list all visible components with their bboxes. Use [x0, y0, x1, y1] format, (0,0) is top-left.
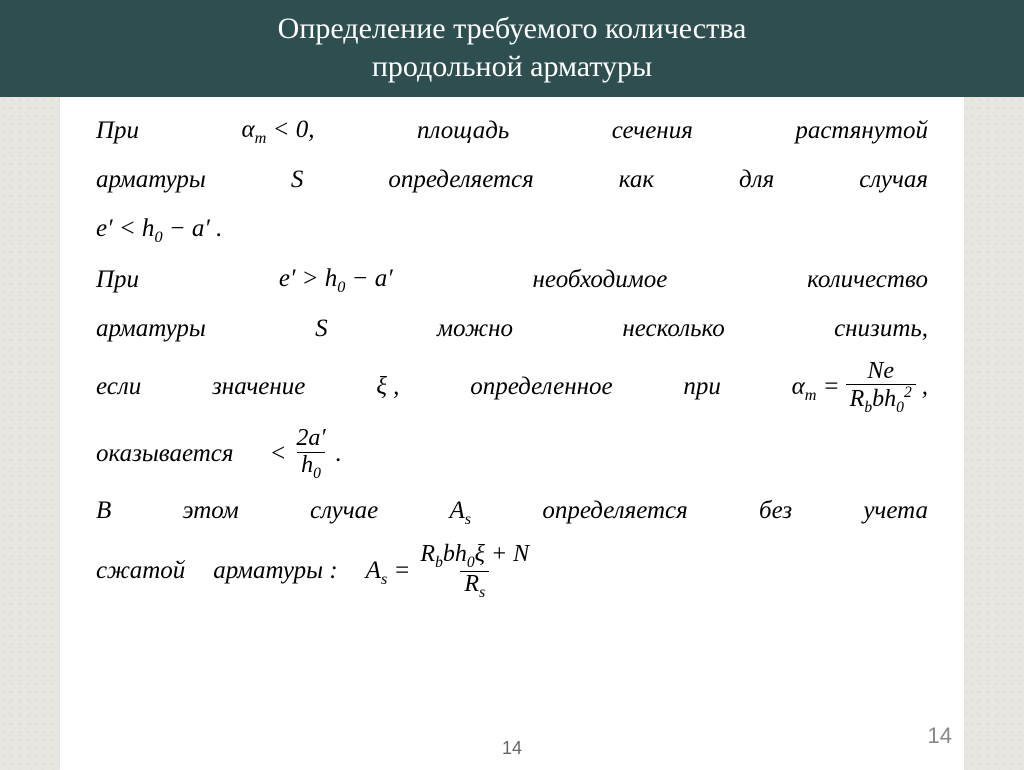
header-line-1: Определение требуемого количества	[278, 12, 747, 45]
word: При	[96, 112, 139, 151]
math-expr: e′ < h0 − a′ .	[96, 210, 222, 250]
word: S	[291, 161, 304, 200]
text-line: арматуры S можно несколько снизить,	[96, 310, 928, 349]
math-expr: As = Rbbh0ξ + N Rs	[366, 542, 533, 601]
page-number-center: 14	[502, 738, 522, 759]
word: для	[739, 161, 774, 200]
word: необходимое	[533, 261, 668, 300]
word: При	[96, 261, 139, 300]
word: определяется	[388, 161, 533, 200]
word: растянутой	[795, 112, 928, 151]
word: при	[683, 368, 721, 407]
math-expr: αm < 0,	[242, 111, 315, 151]
word: арматуры :	[213, 552, 337, 591]
word: количество	[807, 261, 928, 300]
math-expr: αm = Ne Rbbh02 ,	[792, 359, 928, 416]
slide-content: При αm < 0, площадь сечения растянутой а…	[60, 97, 964, 770]
fraction: Ne Rbbh02	[846, 359, 916, 416]
math-expr: e′ > h0 − a′	[279, 260, 393, 300]
word: этом	[183, 492, 239, 531]
word: определенное	[470, 368, 612, 407]
word: сжатой	[96, 552, 185, 591]
header-line-2: продольной арматуры	[372, 50, 652, 83]
math-expr: As	[449, 492, 471, 532]
slide-header: Определение требуемого количества продол…	[0, 0, 1024, 97]
word: снизить,	[834, 310, 928, 349]
word: оказывается	[96, 435, 233, 474]
text-line: При αm < 0, площадь сечения растянутой	[96, 111, 928, 151]
word: сечения	[612, 112, 693, 151]
word: случае	[310, 492, 378, 531]
fraction: Rbbh0ξ + N Rs	[416, 542, 533, 601]
fraction: 2a′ h0	[292, 426, 329, 481]
word: арматуры	[96, 161, 206, 200]
text-line: e′ < h0 − a′ .	[96, 210, 928, 250]
text-line: При e′ > h0 − a′ необходимое количество	[96, 260, 928, 300]
word: В	[96, 492, 111, 531]
word: без	[759, 492, 792, 531]
word: случая	[859, 161, 928, 200]
word: можно	[437, 310, 513, 349]
text-line: арматуры S определяется как для случая	[96, 161, 928, 200]
word: S	[315, 310, 328, 349]
word: арматуры	[96, 310, 206, 349]
word: значение	[212, 368, 305, 407]
page-number-right: 14	[928, 723, 952, 749]
word: несколько	[622, 310, 724, 349]
text-line: В этом случае As определяется без учета	[96, 492, 928, 532]
math-expr: ξ ,	[376, 368, 399, 407]
text-line: оказывается < 2a′ h0 .	[96, 426, 928, 481]
text-line: если значение ξ , определенное при αm = …	[96, 359, 928, 416]
word: определяется	[542, 492, 687, 531]
text-line: сжатой арматуры : As = Rbbh0ξ + N Rs	[96, 542, 928, 601]
word: как	[619, 161, 654, 200]
word: если	[96, 368, 141, 407]
word: учета	[863, 492, 928, 531]
math-expr: < 2a′ h0 .	[269, 426, 341, 481]
word: площадь	[417, 112, 509, 151]
